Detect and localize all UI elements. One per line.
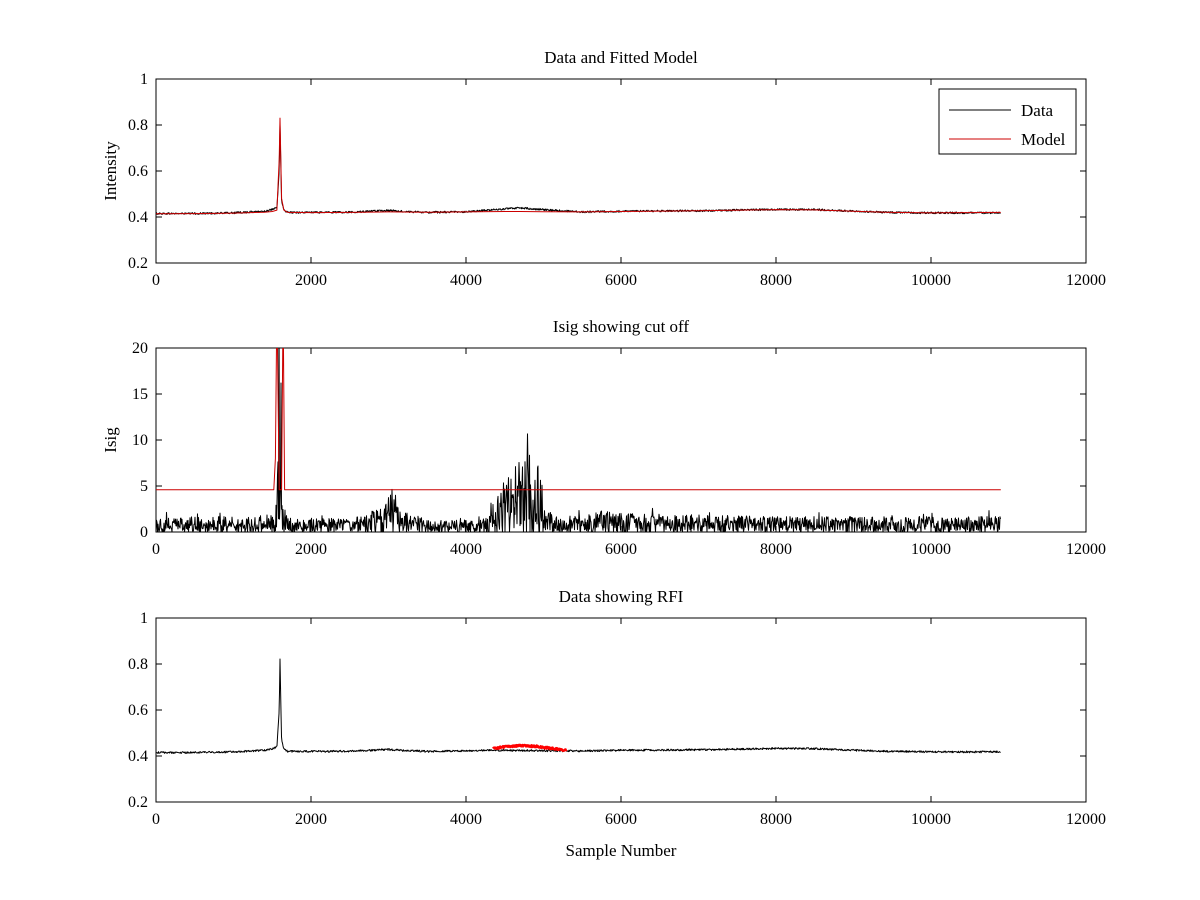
legend-label: Data [1021, 101, 1054, 120]
legend: Data Model [938, 88, 1077, 155]
y-tick-label: 1 [140, 71, 148, 88]
x-tick-label: 12000 [1066, 541, 1106, 558]
x-tick-label: 10000 [911, 541, 951, 558]
y-tick-label: 0.2 [128, 794, 148, 811]
legend-label: Model [1021, 130, 1066, 149]
y-tick-label: 0.6 [128, 163, 148, 180]
plot-title: Isig showing cut off [553, 317, 689, 336]
subplot-2: 0 2000 4000 6000 8000 10000 12000 0 5 10 15 20 Isig … [101, 317, 1106, 558]
plot-frame [155, 78, 1087, 264]
x-tick-label: 4000 [450, 272, 482, 289]
y-axis-label: Isig [101, 427, 120, 453]
series-rfi-line [492, 743, 568, 752]
y-axis-label: Intensity [101, 141, 120, 201]
y-tick-label: 0.6 [128, 702, 148, 719]
y-tick-label: 0.4 [128, 209, 148, 226]
plot-area [156, 658, 1001, 754]
series-data-line [156, 658, 1001, 754]
plot-area [156, 348, 1001, 532]
x-axis-label: Sample Number [566, 841, 677, 860]
x-tick-label: 10000 [911, 272, 951, 289]
x-tick-label: 10000 [911, 811, 951, 828]
subplot-1: 0 2000 4000 6000 8000 10000 12000 0.2 0.4 0.6 0.8 1… [101, 48, 1106, 289]
x-tick-label: 0 [152, 811, 160, 828]
y-tick-label: 0 [140, 524, 148, 541]
legend-box [938, 88, 1077, 155]
series-model-line [156, 117, 1001, 215]
y-tick-label: 15 [132, 386, 148, 403]
series-cut-off-line [156, 348, 1001, 491]
x-tick-label: 6000 [605, 541, 637, 558]
x-tick-label: 2000 [295, 811, 327, 828]
y-tick-label: 0.8 [128, 656, 148, 673]
x-tick-label: 2000 [295, 541, 327, 558]
y-tick-label: 0.4 [128, 748, 148, 765]
x-tick-label: 8000 [760, 272, 792, 289]
x-tick-label: 12000 [1066, 811, 1106, 828]
x-tick-label: 0 [152, 541, 160, 558]
series-isig-line [156, 348, 1001, 532]
plot-title: Data and Fitted Model [544, 48, 698, 67]
x-tick-label: 2000 [295, 272, 327, 289]
x-tick-label: 12000 [1066, 272, 1106, 289]
x-tick-label: 4000 [450, 811, 482, 828]
y-tick-label: 0.2 [128, 255, 148, 272]
y-tick-label: 5 [140, 478, 148, 495]
x-tick-label: 4000 [450, 541, 482, 558]
y-tick-label: 10 [132, 432, 148, 449]
subplot-3: 0 2000 4000 6000 8000 10000 12000 0.2 0.4 0.6 0.8 1… [128, 587, 1106, 860]
plot-area [156, 117, 1001, 215]
x-tick-label: 8000 [760, 811, 792, 828]
plot-title: Data showing RFI [559, 587, 684, 606]
plot-frame [155, 617, 1087, 803]
x-tick-label: 6000 [605, 811, 637, 828]
x-tick-label: 6000 [605, 272, 637, 289]
x-tick-label: 0 [152, 272, 160, 289]
y-tick-label: 20 [132, 340, 148, 357]
x-tick-label: 8000 [760, 541, 792, 558]
y-tick-label: 0.8 [128, 117, 148, 134]
y-tick-label: 1 [140, 610, 148, 627]
plot-frame [155, 347, 1087, 533]
